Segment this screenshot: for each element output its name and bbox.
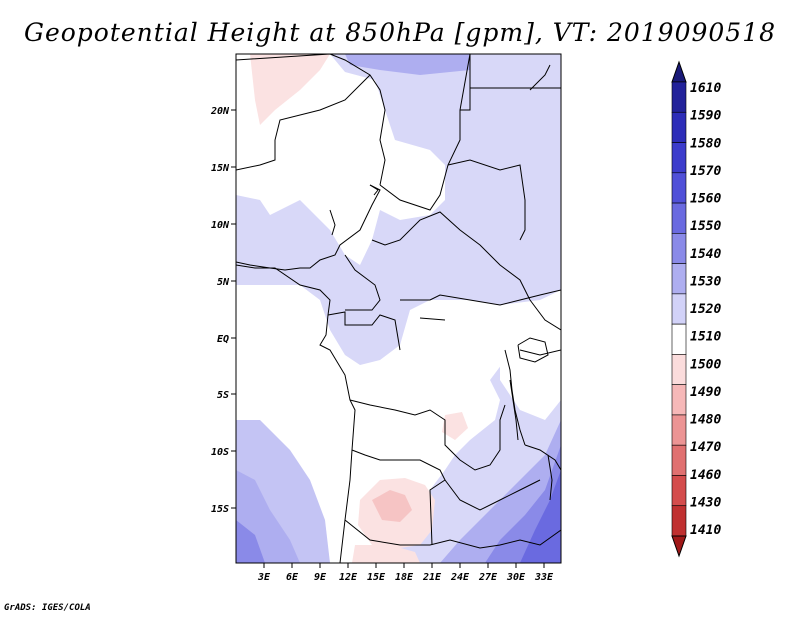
lat-label: EQ [217,334,229,345]
colorbar-label: 1480 [690,413,721,428]
colorbar-segment [671,172,687,204]
colorbar-segment [671,444,687,476]
border-zambia [444,479,541,511]
lon-label: 24E [450,572,470,583]
colorbar-segment [671,81,687,113]
colorbar-label: 1500 [690,357,721,372]
field-blue-north [345,54,470,75]
colorbar-label: 1560 [690,192,721,207]
colorbar-segment [671,475,687,507]
colorbar-segment [671,323,687,355]
lat-label: 5S [217,390,229,401]
colorbar-segment [671,354,687,385]
lon-label: 27E [478,572,498,583]
colorbar-segment [671,414,687,446]
lat-label: 15N [211,163,230,174]
colorbar-label: 1570 [690,164,721,179]
colorbar-label: 1490 [690,385,721,400]
grads-credit: GrADS: IGES/COLA [4,603,91,613]
border-chad [379,54,471,211]
lon-label: 3E [257,572,271,583]
field-pink-core [372,490,412,522]
border-cameroon [344,254,381,311]
colorbar-label: 1510 [690,330,721,345]
lon-label: 6E [286,572,299,583]
border-angola [351,449,446,546]
colorbar-segment [671,384,687,416]
border-east-south [524,444,561,471]
field-blue-southeast-3 [520,470,561,563]
height-field [236,54,561,563]
colorbar-label: 1590 [690,109,721,124]
map-title: Geopotential Height at 850hPa [gpm], VT:… [23,18,777,47]
colorbar-segment [671,111,687,143]
colorbar-label: 1470 [690,440,721,455]
red-sea-coast [529,64,551,91]
coastline-west [236,264,356,563]
border-east-2 [519,349,561,356]
lon-axis: 3E 6E 9E 12E 15E 18E 21E 24E 27E 30E 33E [257,563,554,583]
border-gulf-guinea [236,184,381,271]
lon-label: 21E [422,572,442,583]
border-sahara [236,54,386,186]
colorbar-label: 1460 [690,468,721,483]
lake-volta [329,209,336,236]
lat-label: 10N [211,220,230,231]
border-drc-south [349,399,506,471]
border-sahel [236,74,371,171]
colorbar-segment [671,505,687,537]
colorbar-segment [671,233,687,264]
lat-label: 5N [217,277,230,288]
lon-label: 33E [534,572,554,583]
colorbar-segment [671,263,687,295]
colorbar-bottom-arrow [671,535,687,558]
field-pink-north [250,54,330,125]
field-white-central [236,285,510,563]
border-namibia [344,519,561,549]
lon-label: 15E [367,572,386,583]
field-white-west-africa [236,54,445,265]
lon-label: 18E [395,572,414,583]
border-congo [400,289,561,306]
lake-tanganyika [509,379,519,441]
colorbar: 1610 1590 1580 1570 1560 1550 1540 1530 1520 1510… [671,60,721,558]
lat-label: 15S [211,504,229,515]
lake-victoria [517,337,549,363]
colorbar-top-arrow [671,60,687,83]
border-chad-east [447,159,526,241]
map-frame [235,53,562,564]
colorbar-label: 1410 [690,523,721,538]
lon-label: 12E [339,572,358,583]
colorbar-label: 1550 [690,219,721,234]
colorbar-segment [671,202,687,234]
colorbar-segment [671,293,687,325]
field-pink-small [442,412,468,440]
river-congo [419,317,446,321]
colorbar-label: 1430 [690,495,721,510]
colorbar-segment [671,142,687,174]
border-gabon [327,311,401,351]
lat-label: 10S [211,447,229,458]
field-pink-south [352,545,420,563]
lake-malawi [547,454,553,501]
lon-label: 9E [314,572,327,583]
boundaries [236,54,561,563]
lake-chad [369,184,379,196]
field-blue-southwest-3 [236,520,265,563]
border-libya-egypt [460,54,471,111]
colorbar-label: 1530 [690,274,721,289]
border-east-coast [529,299,561,331]
colorbar-label: 1580 [690,136,721,151]
colorbar-label: 1610 [690,81,721,96]
lat-axis: 20N 15N 10N 5N EQ 5S 10S 15S [210,106,236,515]
border-car [371,211,531,301]
lon-label: 30E [506,572,526,583]
lat-label: 20N [210,106,230,117]
colorbar-label: 1520 [690,302,721,317]
colorbar-label: 1540 [690,247,721,262]
field-white-east [500,290,561,420]
